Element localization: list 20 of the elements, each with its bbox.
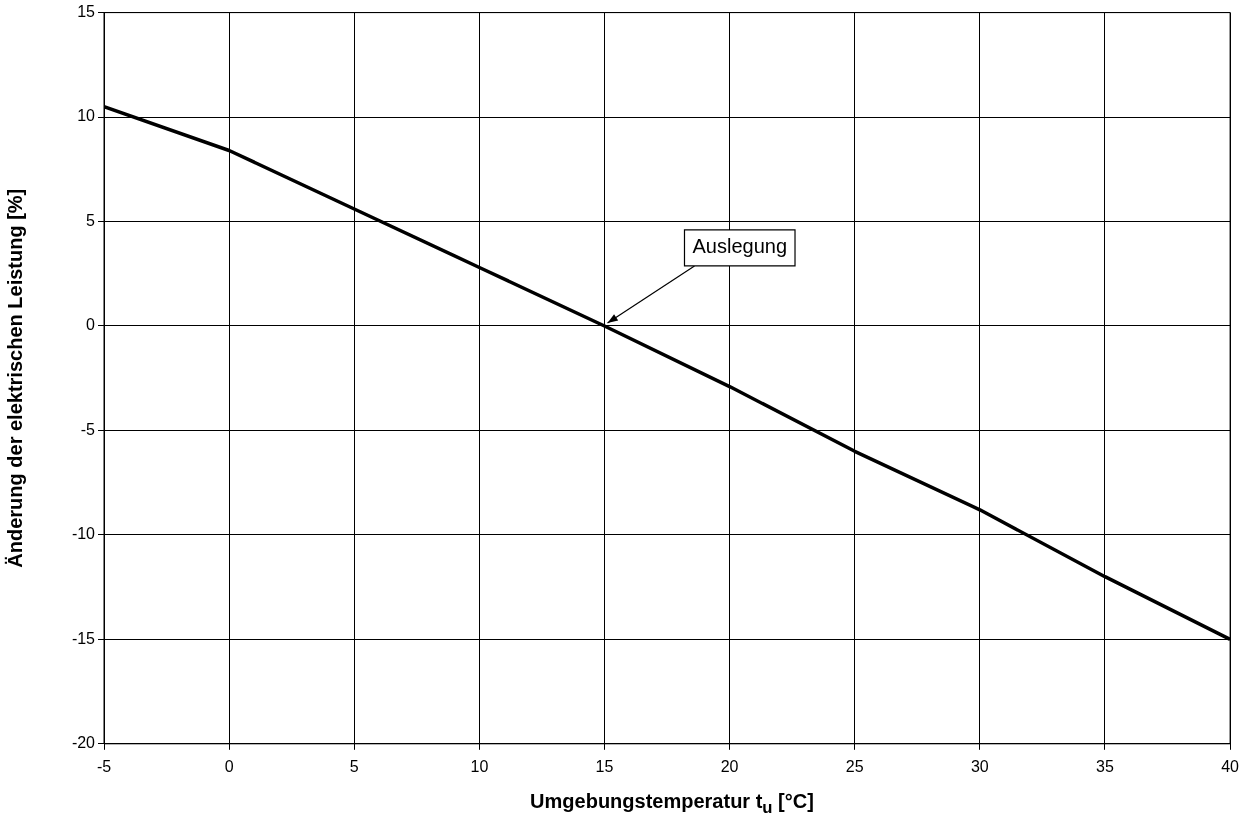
y-tick-label: -15 <box>71 629 96 647</box>
x-tick-label: 5 <box>349 757 359 775</box>
x-tick-label: 15 <box>595 757 614 775</box>
annotation: Auslegung <box>692 235 788 258</box>
x-tick-label: 20 <box>720 757 739 775</box>
y-tick-label: -10 <box>71 525 96 543</box>
y-tick-label: 5 <box>86 211 96 229</box>
x-tick-label: 25 <box>845 757 864 775</box>
y-tick-label: 0 <box>86 316 96 334</box>
y-tick-label: 15 <box>77 3 96 21</box>
y-tick-label: -20 <box>71 734 96 752</box>
x-tick-label: 35 <box>1096 757 1114 775</box>
y-axis-title: Änderung der elektrischen Leistung [%] <box>3 188 26 568</box>
x-tick-label: 30 <box>970 757 989 775</box>
x-axis-title: Umgebungstemperatur t$_{u}$ [°C] <box>529 790 815 818</box>
y-tick-label: -5 <box>80 420 96 438</box>
x-tick-label: 40 <box>1221 757 1240 775</box>
x-tick-label: 0 <box>224 757 234 775</box>
x-tick-label: 10 <box>470 757 489 775</box>
y-tick-label: 10 <box>77 107 96 125</box>
